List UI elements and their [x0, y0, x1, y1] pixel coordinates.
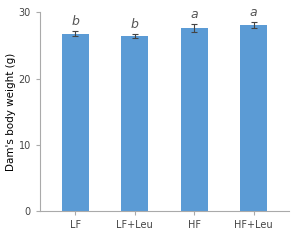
- Text: b: b: [131, 18, 139, 31]
- Bar: [240, 25, 267, 211]
- Bar: [62, 34, 89, 211]
- Text: a: a: [191, 8, 198, 21]
- Text: b: b: [71, 15, 79, 28]
- Text: a: a: [250, 6, 258, 19]
- Bar: [122, 36, 148, 211]
- Y-axis label: Dam's body weight (g): Dam's body weight (g): [6, 53, 16, 171]
- Bar: [181, 28, 208, 211]
